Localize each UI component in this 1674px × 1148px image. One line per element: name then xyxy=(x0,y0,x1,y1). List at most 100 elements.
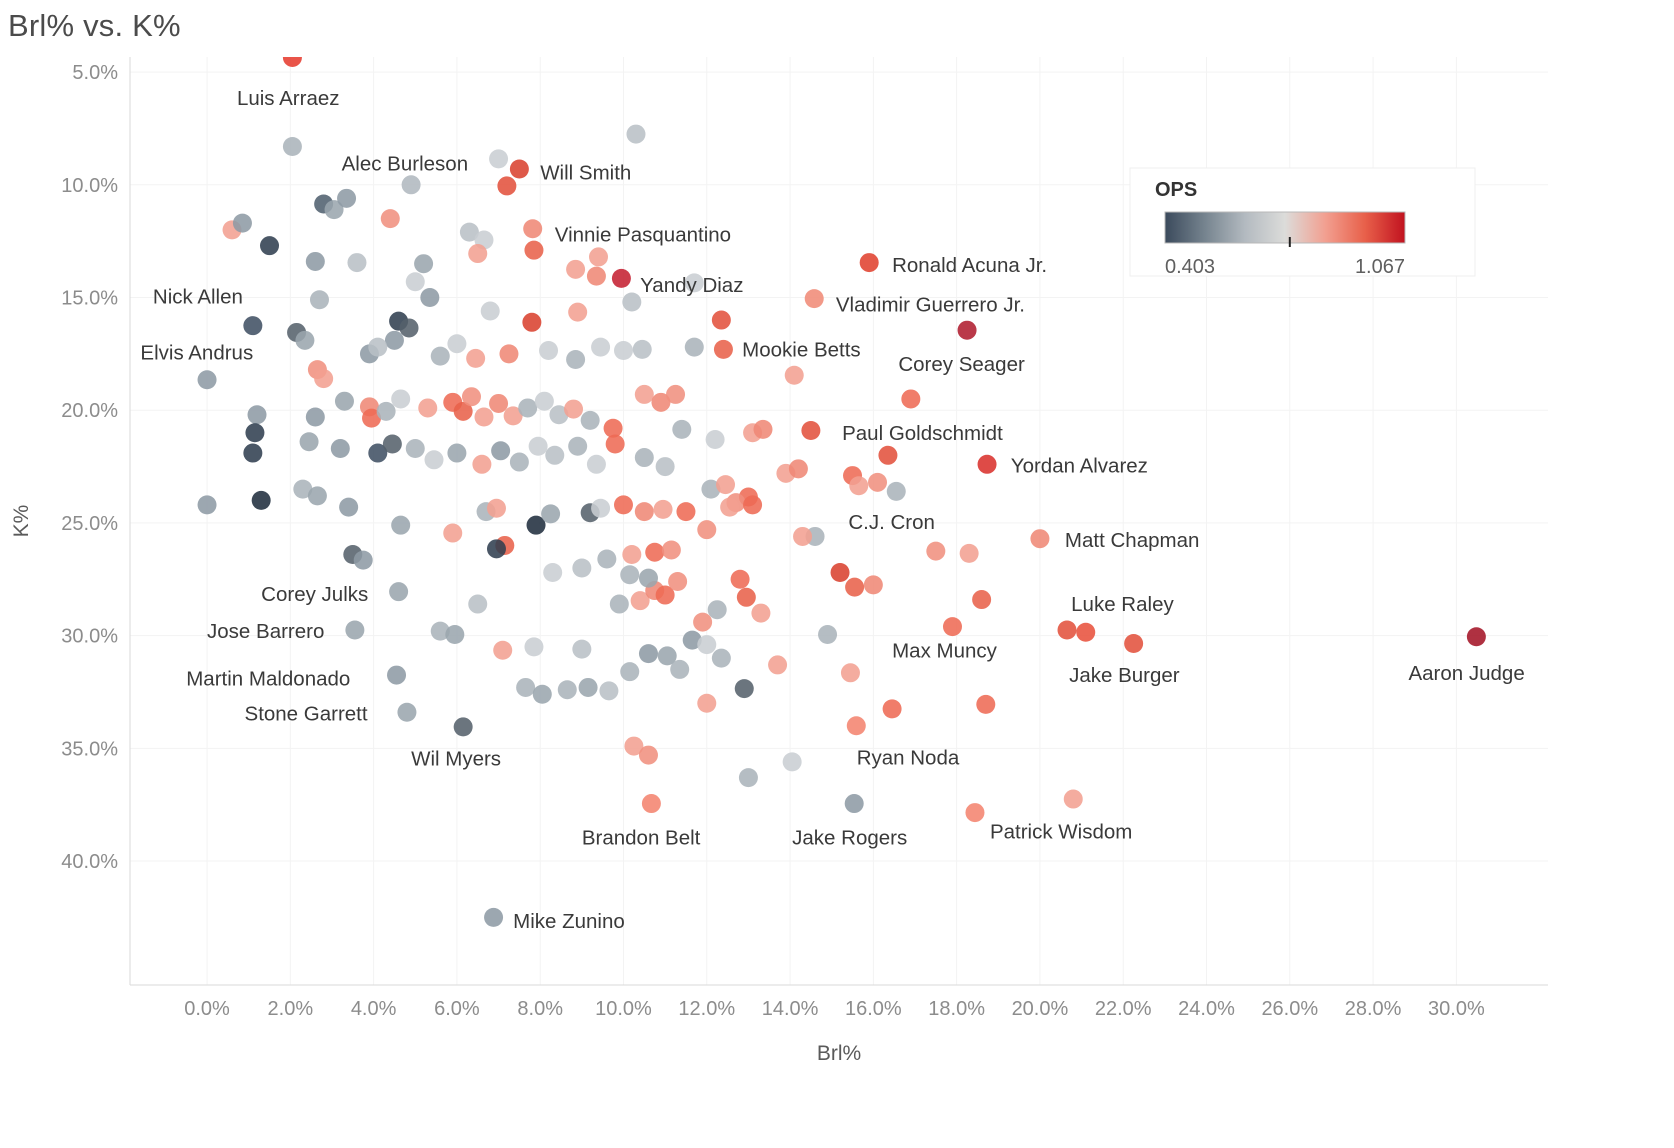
data-point[interactable] xyxy=(738,768,758,788)
data-point[interactable] xyxy=(586,266,606,286)
data-point[interactable] xyxy=(591,337,611,357)
data-point[interactable] xyxy=(518,398,538,418)
data-point[interactable] xyxy=(972,590,992,610)
data-point[interactable] xyxy=(453,717,473,737)
data-point[interactable] xyxy=(1057,620,1077,640)
data-point[interactable] xyxy=(830,563,850,583)
data-point[interactable] xyxy=(339,497,359,517)
data-point[interactable] xyxy=(282,48,302,67)
data-point[interactable] xyxy=(245,423,265,443)
data-point[interactable] xyxy=(420,288,440,308)
data-point[interactable] xyxy=(564,399,584,419)
data-point[interactable] xyxy=(641,794,661,814)
data-point[interactable] xyxy=(661,540,681,560)
data-point[interactable] xyxy=(655,585,675,605)
data-point[interactable] xyxy=(509,159,529,179)
data-point[interactable] xyxy=(886,481,906,501)
data-point[interactable] xyxy=(753,419,773,439)
data-point[interactable] xyxy=(634,448,654,468)
data-point[interactable] xyxy=(768,655,788,675)
data-point[interactable] xyxy=(260,236,280,256)
data-point[interactable] xyxy=(586,454,606,474)
data-point[interactable] xyxy=(543,563,563,583)
data-point[interactable] xyxy=(489,149,509,169)
data-point[interactable] xyxy=(793,526,813,546)
data-point[interactable] xyxy=(868,472,888,492)
data-point[interactable] xyxy=(532,684,552,704)
data-point[interactable] xyxy=(655,457,675,477)
data-point[interactable] xyxy=(472,454,492,474)
data-point[interactable] xyxy=(568,436,588,456)
data-point[interactable] xyxy=(197,495,217,515)
data-point[interactable] xyxy=(305,251,325,271)
data-point[interactable] xyxy=(711,310,731,330)
data-point[interactable] xyxy=(634,502,654,522)
data-point[interactable] xyxy=(353,550,373,570)
data-point[interactable] xyxy=(707,600,727,620)
data-point[interactable] xyxy=(489,393,509,413)
data-point[interactable] xyxy=(397,702,417,722)
data-point[interactable] xyxy=(447,443,467,463)
data-point[interactable] xyxy=(405,439,425,459)
data-point[interactable] xyxy=(545,445,565,465)
data-point[interactable] xyxy=(782,752,802,772)
data-point[interactable] xyxy=(484,907,504,927)
data-point[interactable] xyxy=(572,558,592,578)
data-point[interactable] xyxy=(620,565,640,585)
data-point[interactable] xyxy=(368,443,388,463)
data-point[interactable] xyxy=(638,568,658,588)
data-point[interactable] xyxy=(524,637,544,657)
data-point[interactable] xyxy=(430,346,450,366)
data-point[interactable] xyxy=(376,401,396,421)
data-point[interactable] xyxy=(622,292,642,312)
data-point[interactable] xyxy=(424,450,444,470)
data-point[interactable] xyxy=(526,515,546,535)
data-point[interactable] xyxy=(1076,622,1096,642)
data-point[interactable] xyxy=(670,659,690,679)
data-point[interactable] xyxy=(697,693,717,713)
data-point[interactable] xyxy=(580,410,600,430)
data-point[interactable] xyxy=(491,441,511,461)
data-point[interactable] xyxy=(299,432,319,452)
data-point[interactable] xyxy=(295,330,315,350)
data-point[interactable] xyxy=(509,452,529,472)
data-point[interactable] xyxy=(697,635,717,655)
data-point[interactable] xyxy=(613,495,633,515)
data-point[interactable] xyxy=(499,344,519,364)
data-point[interactable] xyxy=(620,662,640,682)
data-point[interactable] xyxy=(197,370,217,390)
data-point[interactable] xyxy=(305,407,325,427)
data-point[interactable] xyxy=(622,544,642,564)
data-point[interactable] xyxy=(293,479,313,499)
data-point[interactable] xyxy=(1124,634,1144,654)
data-point[interactable] xyxy=(391,389,411,409)
data-point[interactable] xyxy=(443,523,463,543)
data-point[interactable] xyxy=(528,436,548,456)
data-point[interactable] xyxy=(541,504,561,524)
data-point[interactable] xyxy=(380,209,400,229)
data-point[interactable] xyxy=(716,475,736,495)
data-point[interactable] xyxy=(603,418,623,438)
data-point[interactable] xyxy=(414,254,434,274)
data-point[interactable] xyxy=(345,620,365,640)
data-point[interactable] xyxy=(549,405,569,425)
data-point[interactable] xyxy=(901,389,921,409)
data-point[interactable] xyxy=(493,640,513,660)
data-point[interactable] xyxy=(399,318,419,338)
data-point[interactable] xyxy=(977,454,997,474)
data-point[interactable] xyxy=(534,391,554,411)
data-point[interactable] xyxy=(459,222,479,242)
data-point[interactable] xyxy=(1030,529,1050,549)
data-point[interactable] xyxy=(701,479,721,499)
data-point[interactable] xyxy=(445,624,465,644)
data-point[interactable] xyxy=(468,594,488,614)
data-point[interactable] xyxy=(713,339,733,359)
data-point[interactable] xyxy=(657,646,677,666)
data-point[interactable] xyxy=(638,745,658,765)
data-point[interactable] xyxy=(368,337,388,357)
data-point[interactable] xyxy=(568,302,588,322)
data-point[interactable] xyxy=(1466,627,1486,647)
data-point[interactable] xyxy=(401,175,421,195)
data-point[interactable] xyxy=(309,290,329,310)
data-point[interactable] xyxy=(801,420,821,440)
